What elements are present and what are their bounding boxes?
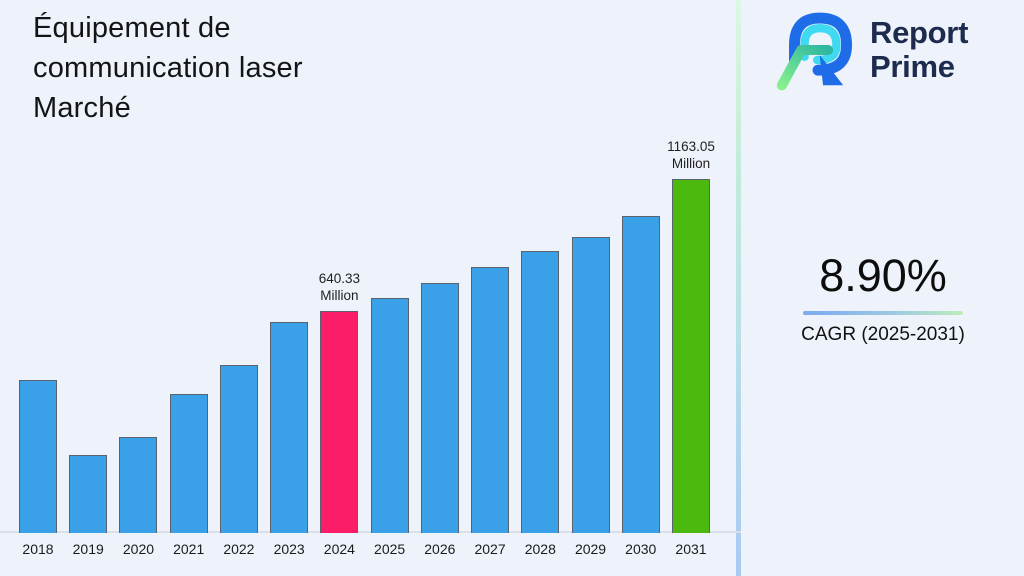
logo-word-prime: Prime (870, 49, 955, 84)
report-prime-logo-text: Report Prime (870, 16, 968, 84)
x-tick-2021: 2021 (173, 541, 205, 557)
chart-title: Équipement de communication laser Marché (33, 12, 303, 124)
bar-2028 (521, 251, 560, 533)
x-tick-2022: 2022 (223, 541, 255, 557)
x-tick-2028: 2028 (524, 541, 556, 557)
x-tick-2029: 2029 (574, 541, 607, 557)
cagr-block: 8.90% CAGR (2025-2031) (742, 250, 1024, 346)
x-tick-2020: 2020 (122, 541, 155, 557)
bar-2024 (320, 311, 359, 533)
bar-2031 (671, 179, 710, 533)
bar-value-label-2024: 640.33 Million (318, 271, 361, 303)
x-tick-2027: 2027 (474, 541, 506, 557)
bar-2019 (69, 455, 108, 533)
cagr-value: 8.90% (819, 250, 947, 301)
bar-2018 (19, 380, 57, 533)
x-tick-2031: 2031 (675, 541, 707, 557)
cagr-label: CAGR (2025-2031) (801, 324, 965, 345)
x-tick-2024: 2024 (323, 541, 355, 557)
bar-2021 (169, 394, 208, 533)
x-tick-2019: 2019 (72, 541, 104, 557)
x-tick-2030: 2030 (625, 541, 657, 557)
bar-2022 (219, 365, 258, 533)
bar-2025 (370, 298, 409, 533)
cagr-underline (803, 311, 963, 315)
report-prime-logo-icon (776, 12, 853, 91)
bar-2026 (420, 283, 459, 533)
bar-2023 (270, 322, 309, 533)
x-tick-2018: 2018 (22, 541, 54, 557)
x-tick-2026: 2026 (424, 541, 456, 557)
bar-2027 (471, 267, 510, 533)
x-axis-line (0, 531, 741, 533)
logo-word-report: Report (870, 15, 969, 50)
bar-2020 (119, 437, 158, 533)
bar-2029 (571, 237, 610, 533)
panel-divider (736, 0, 741, 576)
bar-chart: 2018 2019 2020 2021 2022 2023 2024 640.33 Milli… (0, 139, 741, 557)
report-prime-logo: Report Prime (776, 8, 968, 92)
bar-value-label-2031: 1163.05 Million (667, 139, 715, 171)
x-tick-2025: 2025 (374, 541, 406, 557)
bar-2030 (621, 216, 660, 533)
x-tick-2023: 2023 (273, 541, 305, 557)
